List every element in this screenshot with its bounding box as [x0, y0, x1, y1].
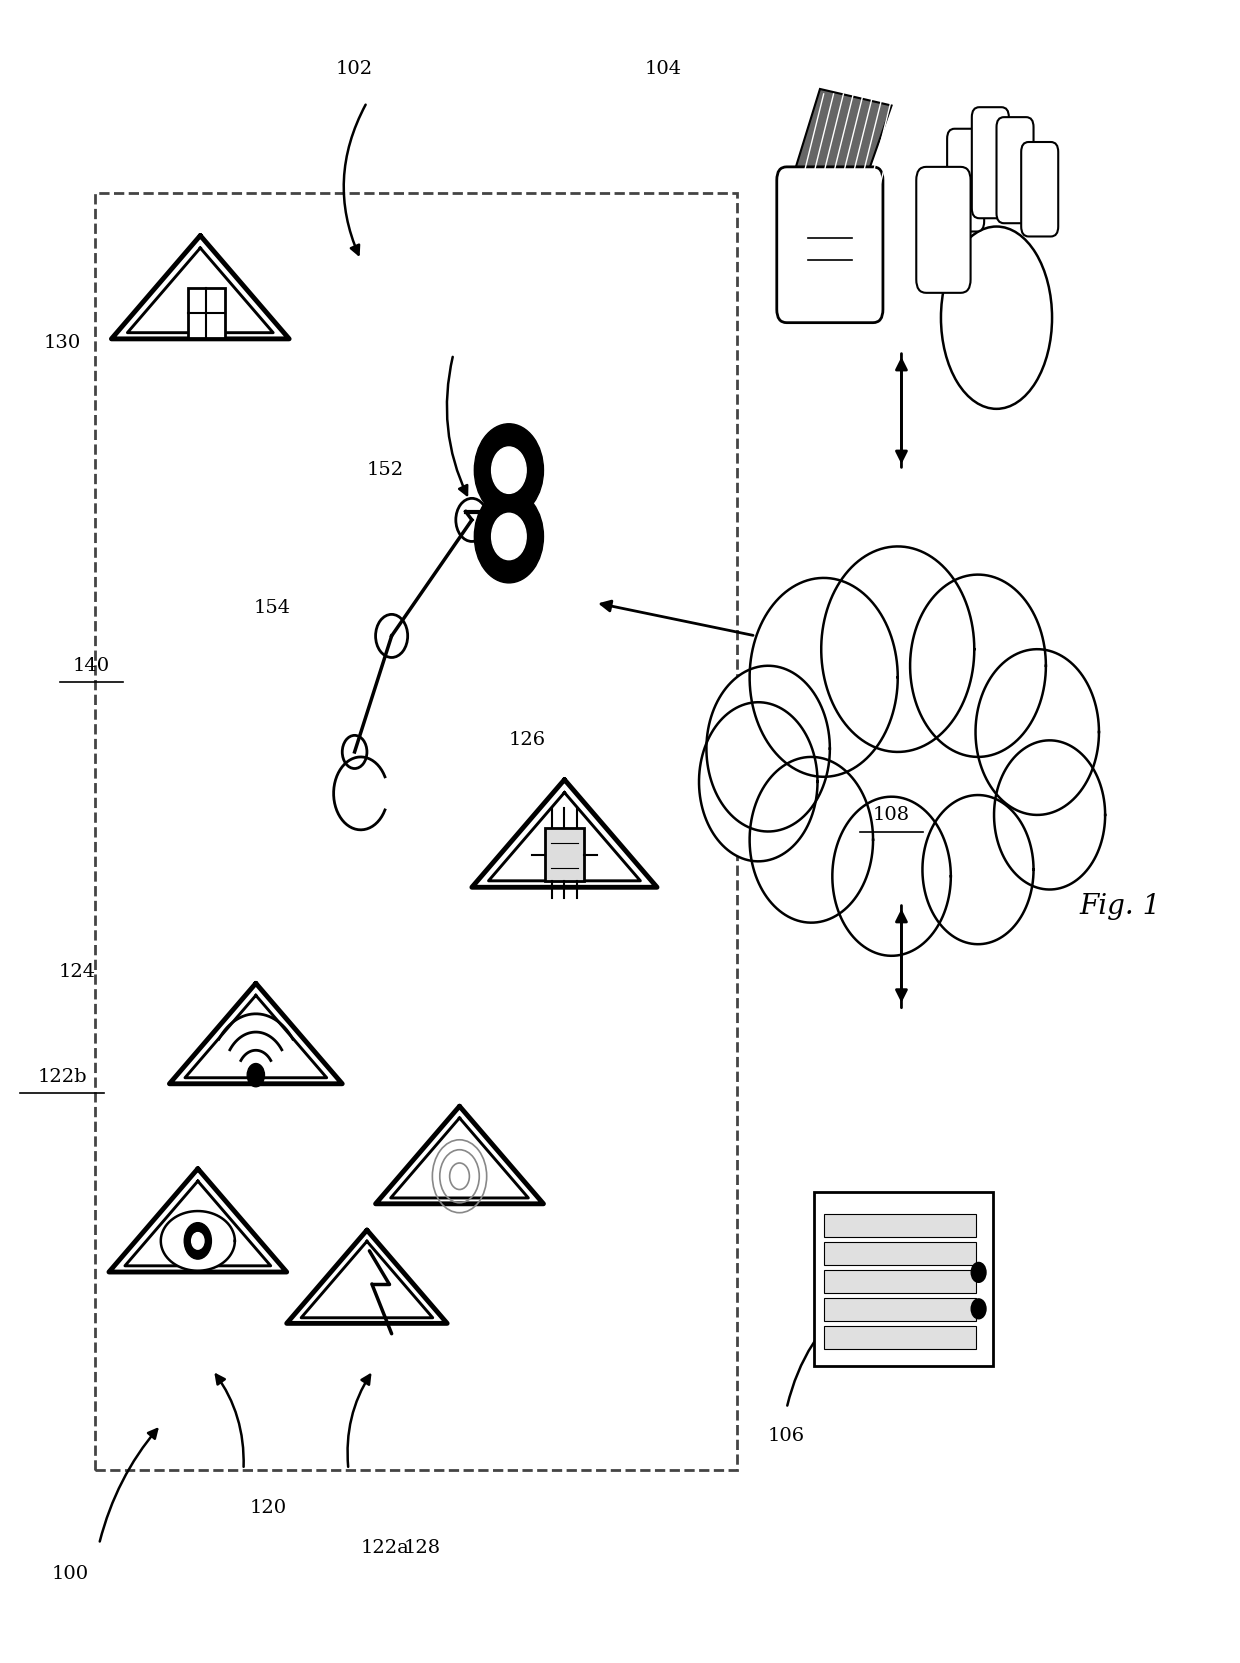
Circle shape	[750, 579, 898, 777]
Text: 100: 100	[52, 1565, 89, 1583]
Polygon shape	[376, 1106, 543, 1204]
Circle shape	[699, 702, 817, 861]
FancyBboxPatch shape	[916, 166, 971, 293]
Circle shape	[976, 649, 1099, 815]
Circle shape	[491, 447, 526, 494]
Circle shape	[192, 1232, 205, 1249]
Text: 104: 104	[645, 60, 682, 78]
Text: 122a: 122a	[361, 1538, 410, 1557]
Polygon shape	[170, 983, 342, 1084]
Text: 124: 124	[58, 963, 95, 981]
Circle shape	[971, 1299, 986, 1319]
Text: 120: 120	[249, 1498, 286, 1517]
Text: 154: 154	[253, 599, 290, 617]
Circle shape	[707, 665, 830, 832]
Bar	[815, 1192, 993, 1365]
Circle shape	[475, 424, 543, 517]
Circle shape	[832, 797, 951, 956]
Circle shape	[971, 1262, 986, 1282]
Polygon shape	[109, 1169, 286, 1272]
Circle shape	[923, 795, 1033, 945]
FancyBboxPatch shape	[972, 106, 1009, 218]
Bar	[825, 1271, 976, 1294]
Circle shape	[750, 757, 873, 923]
Polygon shape	[792, 88, 892, 193]
Text: 152: 152	[367, 461, 404, 479]
Text: 128: 128	[404, 1538, 441, 1557]
Circle shape	[491, 514, 526, 560]
Circle shape	[821, 547, 975, 752]
FancyBboxPatch shape	[776, 166, 883, 323]
Text: 126: 126	[508, 732, 546, 750]
FancyBboxPatch shape	[1022, 141, 1058, 236]
Text: 108: 108	[873, 807, 910, 823]
Text: 130: 130	[43, 334, 81, 351]
Text: 102: 102	[336, 60, 373, 78]
Polygon shape	[286, 1231, 448, 1324]
Bar	[95, 193, 738, 1470]
Polygon shape	[161, 1211, 234, 1271]
Circle shape	[475, 491, 543, 584]
Text: 140: 140	[73, 657, 110, 675]
Bar	[825, 1299, 976, 1322]
Circle shape	[247, 1064, 264, 1086]
Bar	[825, 1242, 976, 1266]
Bar	[825, 1214, 976, 1237]
Circle shape	[185, 1222, 211, 1259]
FancyBboxPatch shape	[947, 128, 985, 231]
FancyBboxPatch shape	[997, 116, 1033, 223]
Bar	[544, 828, 584, 881]
Polygon shape	[112, 236, 289, 339]
Polygon shape	[472, 780, 657, 888]
Text: 122b: 122b	[37, 1068, 87, 1086]
Ellipse shape	[941, 226, 1052, 409]
Text: 106: 106	[768, 1427, 805, 1445]
Bar	[825, 1327, 976, 1349]
Circle shape	[910, 575, 1045, 757]
Circle shape	[994, 740, 1105, 890]
Bar	[188, 288, 224, 338]
Text: Fig. 1: Fig. 1	[1079, 893, 1161, 920]
